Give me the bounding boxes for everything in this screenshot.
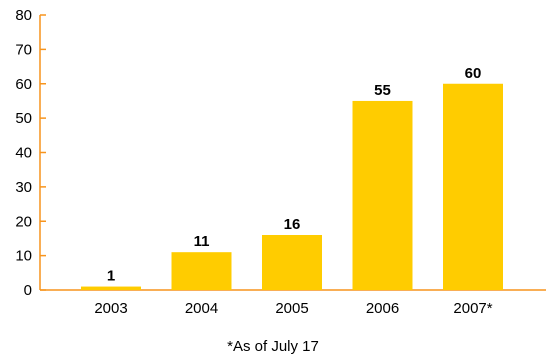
bar-2003 (81, 286, 141, 290)
y-tick-label: 40 (15, 145, 32, 162)
footnote: *As of July 17 (227, 338, 319, 355)
y-tick-label: 20 (15, 213, 32, 230)
y-tick-label: 50 (15, 110, 32, 127)
y-tick-label: 60 (15, 76, 32, 93)
x-tick-label: 2005 (275, 300, 308, 317)
x-tick-label: 2004 (185, 300, 218, 317)
x-axis: 2003 2004 2005 2006 2007* (40, 289, 546, 317)
y-tick-label: 70 (15, 41, 32, 58)
data-label: 11 (194, 233, 210, 250)
data-label: 16 (284, 216, 301, 233)
bar-2007 (443, 83, 503, 290)
data-label: 1 (107, 268, 115, 285)
y-tick-label: 10 (15, 248, 32, 265)
y-axis: 0 10 20 30 40 50 60 70 80 (15, 7, 46, 299)
bar-2005 (262, 235, 322, 290)
x-tick-label: 2003 (94, 300, 127, 317)
data-label: 55 (374, 82, 391, 99)
bars (81, 83, 503, 290)
y-tick-label: 30 (15, 179, 32, 196)
y-tick-label: 80 (15, 7, 32, 24)
x-tick-label: 2007* (453, 300, 492, 317)
bar-2004 (171, 252, 232, 290)
bar-2006 (352, 100, 413, 290)
x-tick-label: 2006 (366, 300, 399, 317)
y-tick-label: 0 (24, 282, 32, 299)
data-label: 60 (465, 65, 482, 82)
